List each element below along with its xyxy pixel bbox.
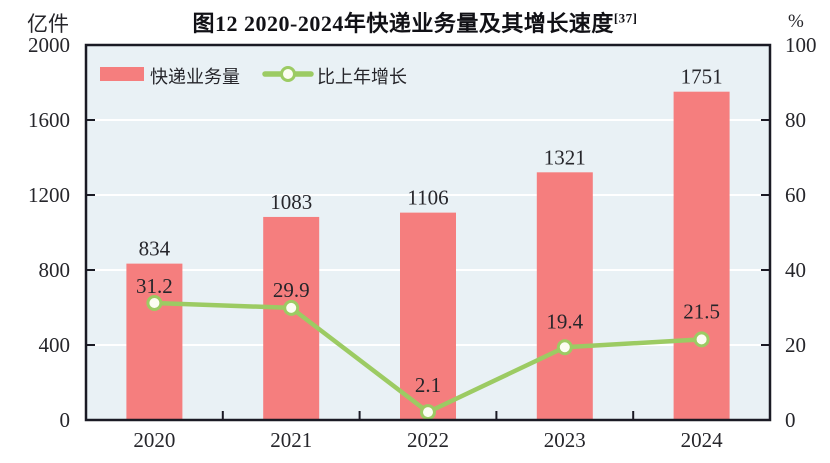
bar-2021 [263,216,320,420]
right-axis-tick-label: 60 [785,183,806,207]
bar-value-label: 1321 [544,145,586,169]
chart-title-text: 图12 2020-2024年快递业务量及其增长速度 [192,11,614,36]
right-axis-tick-label: 80 [785,108,806,132]
growth-value-label: 2.1 [415,373,441,397]
chart-title: 图12 2020-2024年快递业务量及其增长速度[37] [0,6,830,38]
left-axis-tick-label: 400 [39,333,71,357]
left-axis-tick-label: 1200 [28,183,70,207]
bar-value-label: 1751 [681,65,723,89]
right-axis-unit-label: % [788,11,804,32]
bar-2022 [400,212,456,420]
growth-marker-2024 [693,331,710,348]
left-axis-tick-label: 2000 [28,33,70,57]
x-axis-label: 2021 [270,428,312,452]
x-axis-label: 2022 [407,428,449,452]
growth-marker-2021 [283,299,300,316]
bar-value-label: 1106 [407,186,448,210]
plot-border [84,43,772,422]
bar-value-label: 834 [139,237,171,261]
legend-bar-swatch [100,67,144,81]
growth-value-label: 29.9 [273,278,310,302]
x-axis-label: 2024 [681,428,724,452]
growth-value-label: 19.4 [546,309,583,333]
right-axis-tick-label: 100 [785,33,817,57]
left-axis-tick-label: 1600 [28,108,70,132]
growth-marker-2022 [420,404,436,421]
chart-title-footnote-ref: [37] [613,10,638,26]
left-axis-unit-label: 亿件 [27,12,69,36]
x-axis-label: 2023 [544,428,586,452]
x-axis-label: 2020 [133,428,175,452]
growth-marker-2020 [146,295,163,311]
right-axis-tick-label: 40 [785,258,806,282]
bar-2020 [126,263,183,420]
legend-line-marker [280,66,296,82]
left-axis-tick-label: 800 [39,258,71,282]
legend-bar-label: 快递业务量 [150,67,240,87]
left-axis-tick-label: 0 [60,408,71,432]
legend-line-label: 比上年增长 [317,67,407,87]
growth-value-label: 31.2 [136,274,173,298]
growth-value-label: 21.5 [683,299,720,323]
bar-value-label: 1083 [270,190,312,214]
bar-2024 [673,91,730,420]
bar-2023 [536,172,593,420]
right-axis-tick-label: 20 [785,333,806,357]
growth-marker-2023 [556,339,573,356]
right-axis-tick-label: 0 [785,408,796,432]
